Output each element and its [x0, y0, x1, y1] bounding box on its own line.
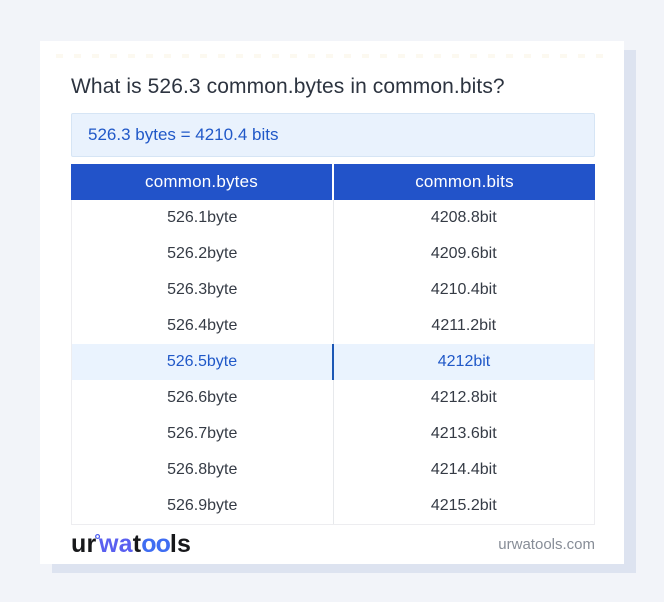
- row-bytes-value[interactable]: 526.3byte: [72, 272, 334, 308]
- row-bytes-value[interactable]: 526.9byte: [72, 488, 334, 524]
- row-bytes-value[interactable]: 526.4byte: [72, 308, 334, 344]
- table-row[interactable]: 526.2byte 4209.6bit: [72, 236, 594, 272]
- row-bytes-value[interactable]: 526.6byte: [72, 380, 334, 416]
- logo-text-ur: ur: [71, 529, 97, 558]
- table-header-common-bytes: common.bytes: [71, 164, 334, 200]
- row-bits-value[interactable]: 4208.8bit: [430, 209, 497, 226]
- table-row[interactable]: 526.4byte 4211.2bit: [72, 308, 594, 344]
- table-row[interactable]: 526.5byte 4212bit: [72, 344, 594, 380]
- converter-card: What is 526.3 common.bytes in common.bit…: [40, 41, 624, 564]
- row-bits-value[interactable]: 4214.4bit: [430, 461, 497, 478]
- table-row[interactable]: 526.1byte 4208.8bit: [72, 200, 594, 236]
- page-title: What is 526.3 common.bytes in common.bit…: [71, 75, 505, 98]
- site-domain: urwatools.com: [498, 535, 595, 553]
- row-bytes-value[interactable]: 526.8byte: [72, 452, 334, 488]
- card-footer: ur°watools urwatools.com: [71, 525, 595, 563]
- table-row[interactable]: 526.8byte 4214.4bit: [72, 452, 594, 488]
- decorative-dashed-line: [56, 54, 608, 58]
- row-bits-value[interactable]: 4209.6bit: [430, 245, 497, 262]
- row-bytes-value[interactable]: 526.5byte: [72, 344, 334, 380]
- row-bytes-value[interactable]: 526.7byte: [72, 416, 334, 452]
- urwatools-logo[interactable]: ur°watools: [71, 529, 192, 558]
- row-bits-value[interactable]: 4212bit: [437, 353, 491, 370]
- conversion-table-body: 526.1byte 4208.8bit 526.2byte 4209.6bit 526.…: [71, 200, 595, 525]
- table-header-row: common.bytes common.bits: [71, 164, 595, 200]
- logo-degree-mark: °: [94, 531, 102, 549]
- table-header-common-bits: common.bits: [415, 172, 514, 191]
- table-row[interactable]: 526.9byte 4215.2bit: [72, 488, 594, 524]
- row-bits-value[interactable]: 4212.8bit: [430, 389, 497, 406]
- logo-text-ls: ls: [169, 529, 192, 558]
- row-bytes-value[interactable]: 526.2byte: [72, 236, 334, 272]
- logo-text-oo: oo: [141, 529, 171, 558]
- row-bits-value[interactable]: 4210.4bit: [430, 281, 497, 298]
- logo-text-t: t: [132, 529, 142, 558]
- row-bits-value[interactable]: 4211.2bit: [431, 317, 497, 334]
- table-row[interactable]: 526.3byte 4210.4bit: [72, 272, 594, 308]
- row-bits-value[interactable]: 4215.2bit: [430, 497, 497, 514]
- conversion-result-box: 526.3 bytes = 4210.4 bits: [71, 113, 595, 157]
- table-row[interactable]: 526.7byte 4213.6bit: [72, 416, 594, 452]
- conversion-table: common.bytes common.bits 526.1byte 4208.8…: [71, 164, 595, 525]
- row-bytes-value[interactable]: 526.1byte: [72, 200, 334, 236]
- logo-text-wa: wa: [99, 529, 133, 558]
- row-bits-value[interactable]: 4213.6bit: [430, 425, 497, 442]
- conversion-result-text: 526.3 bytes = 4210.4 bits: [88, 125, 279, 144]
- table-row[interactable]: 526.6byte 4212.8bit: [72, 380, 594, 416]
